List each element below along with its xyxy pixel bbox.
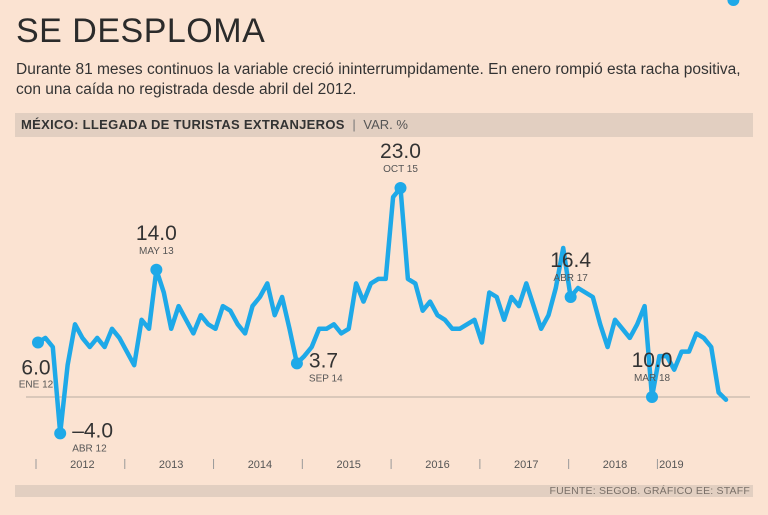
annotation-value-1: –4.0 (72, 419, 113, 442)
annotation-value-0: 6.0 (21, 356, 50, 379)
annotation-value-4: 23.0 (380, 140, 421, 163)
annotation-date-0: ENE 12 (19, 379, 54, 390)
annotation-date-7: ENE 19 (711, 0, 746, 3)
highlight-point-0 (32, 336, 44, 349)
chart-description: Durante 81 meses continuos la variable c… (16, 61, 741, 98)
header-separator: | (352, 117, 356, 132)
highlight-point-2 (150, 263, 163, 276)
footer-bar (15, 485, 753, 497)
chart-header-bar: MÉXICO: LLEGADA DE TURISTAS EXTRANJEROS … (15, 113, 753, 137)
x-tick-label-2012: 2012 (70, 459, 94, 471)
highlight-point-4 (394, 182, 407, 194)
x-tick-label-2014: 2014 (248, 459, 272, 471)
x-tick-label-2013: 2013 (159, 459, 183, 471)
x-tick-label-2019: 2019 (659, 459, 683, 471)
annotation-value-2: 14.0 (136, 222, 177, 245)
highlight-point-1 (54, 427, 67, 440)
chart-title: MÉXICO: LLEGADA DE TURISTAS EXTRANJEROS (21, 117, 345, 132)
chart-unit-label: VAR. % (363, 117, 408, 132)
x-axis: 2012 2013 2014 2015 2016 2017 2018 2019 (35, 459, 684, 471)
annotation-value-6: 10.0 (632, 349, 673, 372)
annotation-date-1: ABR 12 (72, 443, 107, 454)
series-line (35, 185, 729, 436)
x-tick-label-2015: 2015 (336, 459, 360, 471)
page-title: SE DESPLOMA (16, 12, 266, 50)
highlight-point-3 (290, 357, 303, 370)
x-tick-label-2017: 2017 (514, 459, 538, 471)
x-tick-label-2018: 2018 (603, 459, 627, 471)
annotation-date-2: MAY 13 (139, 246, 174, 257)
highlight-markers (32, 0, 740, 440)
annotation-date-4: OCT 15 (383, 164, 418, 175)
annotation-value-5: 16.4 (550, 249, 591, 272)
source-note: FUENTE: SEGOB. GRÁFICO EE: STAFF (549, 485, 750, 497)
highlight-point-6 (646, 391, 659, 403)
annotation-value-3: 3.7 (309, 349, 338, 372)
annotation-date-3: SEP 14 (309, 373, 343, 384)
x-tick-label-2016: 2016 (425, 459, 449, 471)
annotation-value-7: -0.3 (717, 0, 753, 5)
highlight-point-5 (564, 291, 577, 304)
highlight-point-7 (727, 0, 740, 6)
annotation-date-6: MAR 18 (634, 373, 671, 384)
annotation-date-5: ABR 17 (553, 273, 588, 284)
